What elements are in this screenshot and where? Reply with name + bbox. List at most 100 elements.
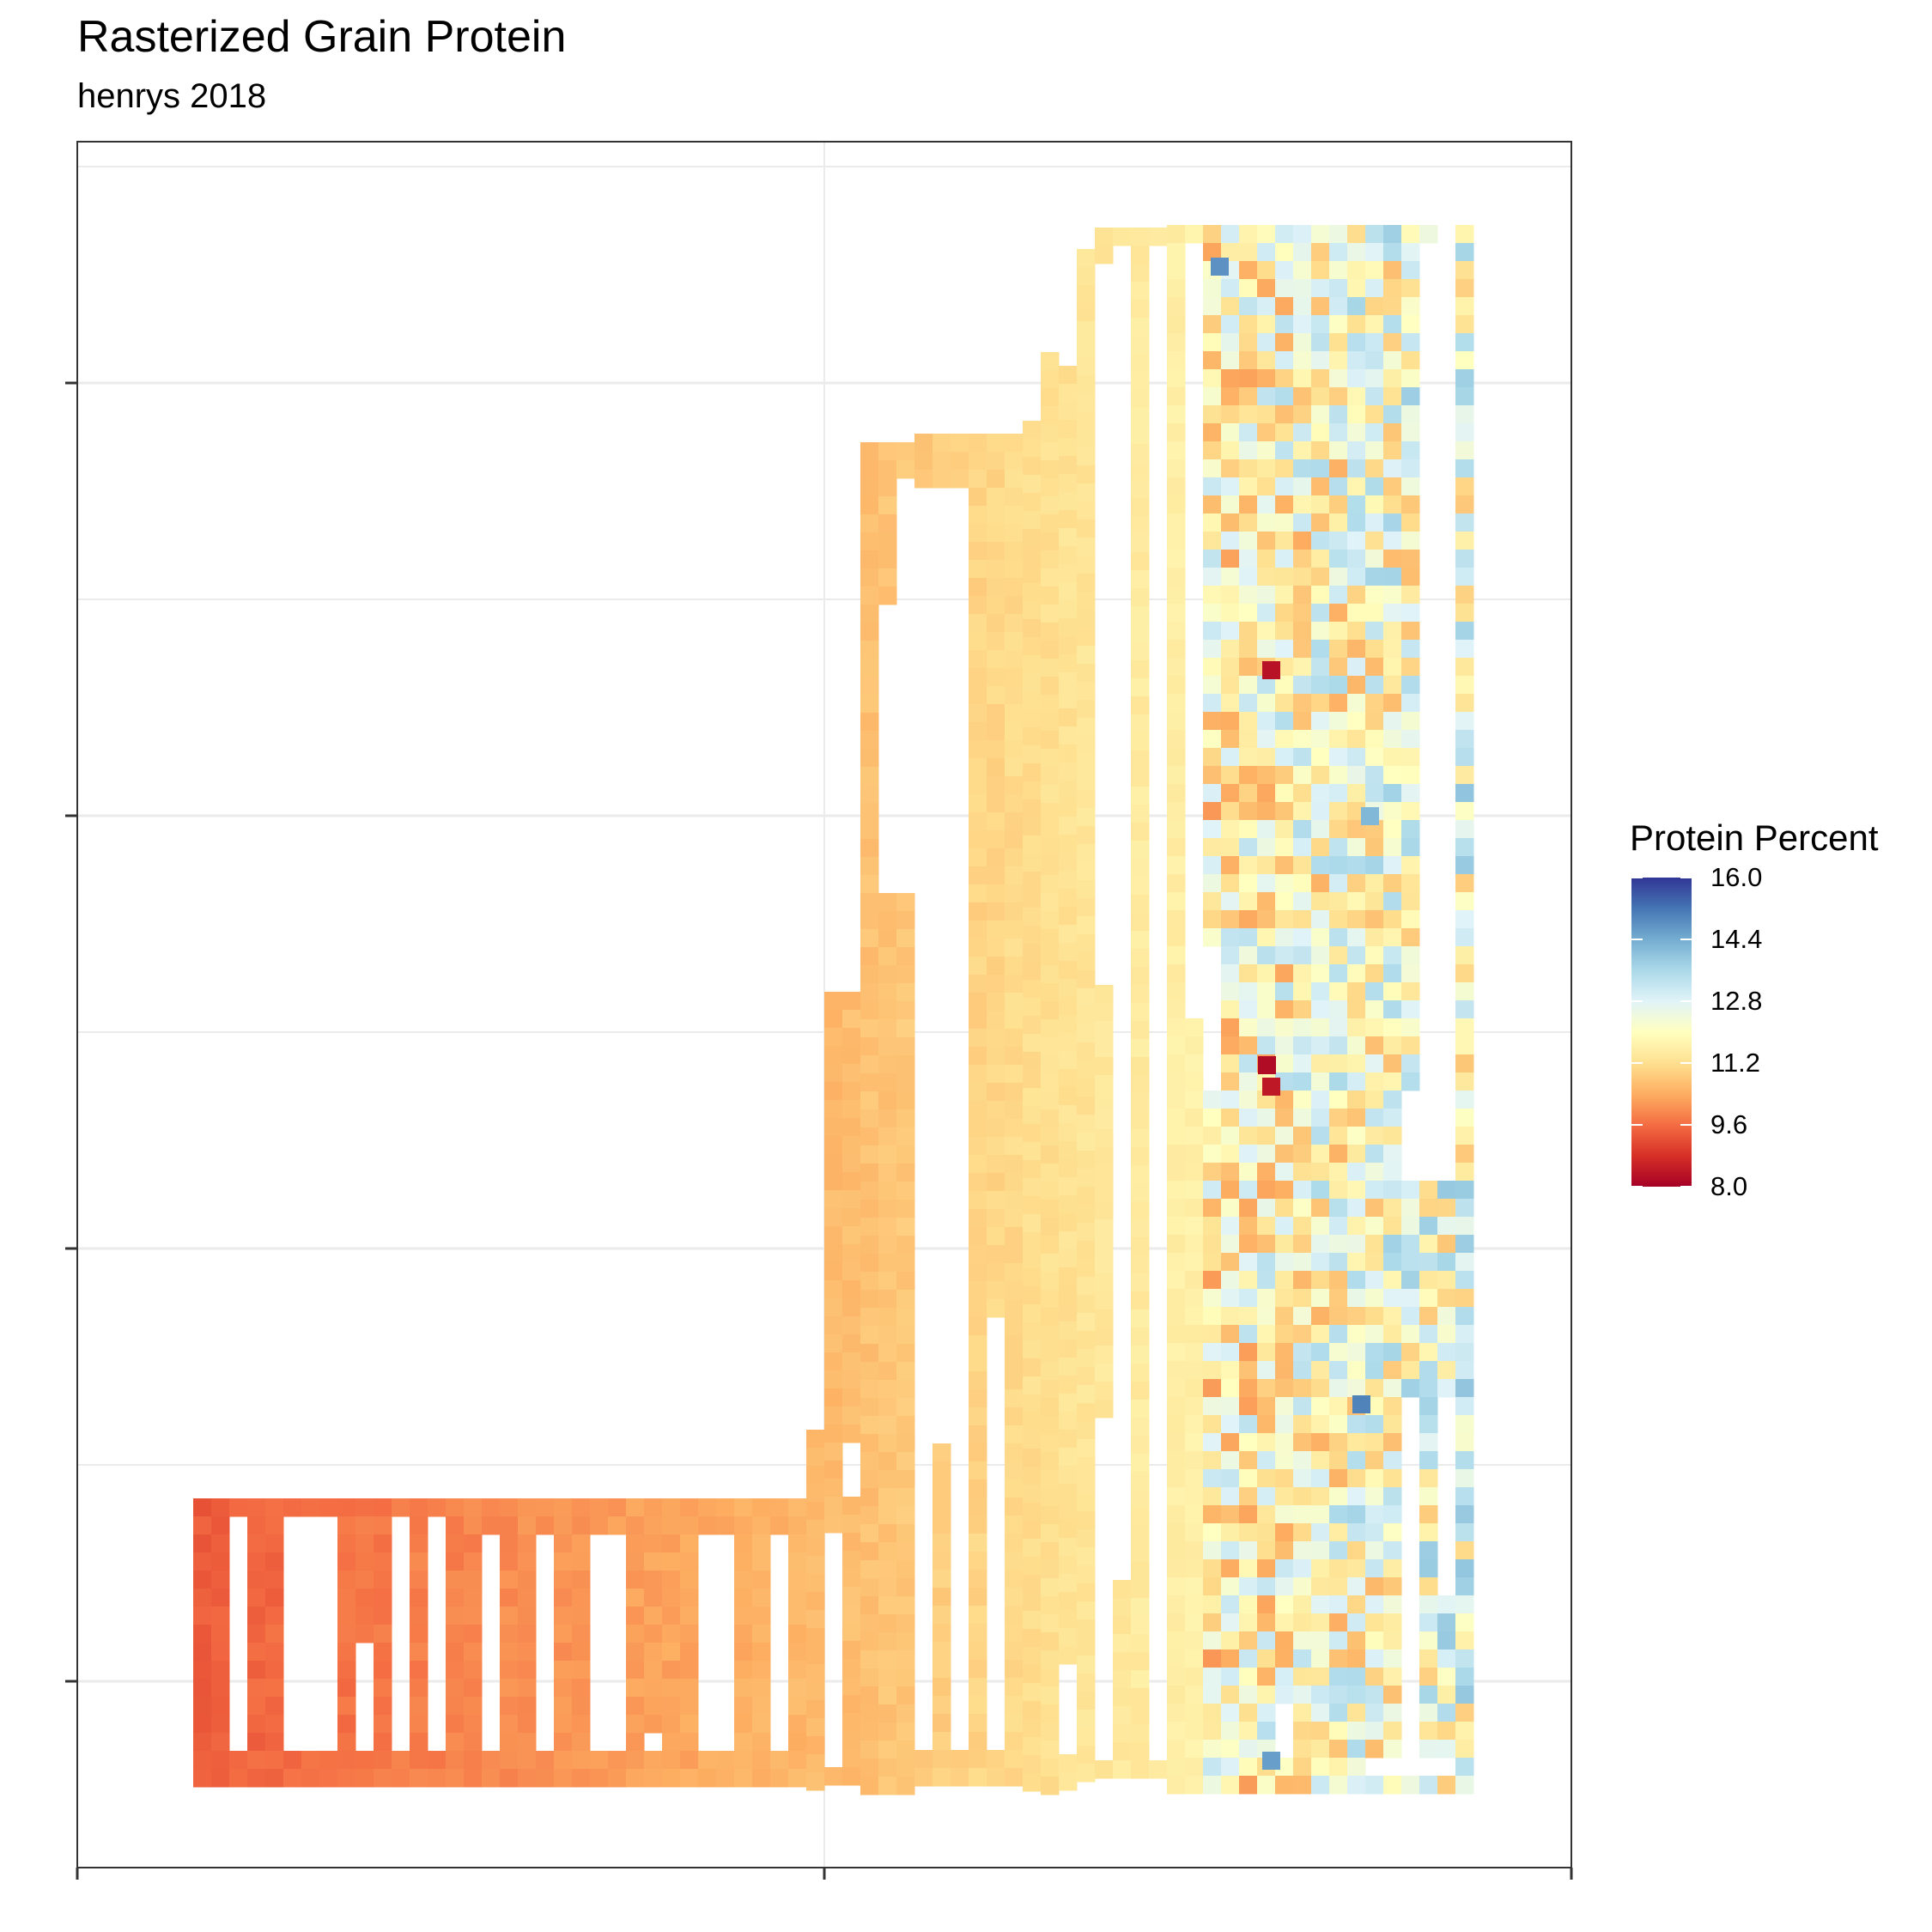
raster-cell [1383, 1668, 1402, 1686]
raster-cell [1329, 1541, 1348, 1560]
raster-cell [518, 1733, 537, 1752]
raster-cell [1275, 1577, 1294, 1596]
raster-cell [1203, 1577, 1222, 1596]
raster-cell [987, 957, 1005, 975]
raster-cell [626, 1571, 645, 1589]
hotspot-cell [1258, 1056, 1276, 1074]
raster-cell [1167, 297, 1186, 316]
raster-cell [1365, 1668, 1384, 1686]
raster-cell [1059, 456, 1078, 475]
raster-cell [1041, 767, 1060, 786]
raster-cell [1419, 1686, 1438, 1704]
raster-cell [1311, 1379, 1330, 1398]
raster-cell [896, 1777, 915, 1795]
raster-cell [1059, 1231, 1078, 1250]
raster-cell [896, 947, 915, 966]
raster-cell [896, 1001, 915, 1020]
raster-cell [1167, 1181, 1186, 1200]
raster-cell [554, 1552, 573, 1571]
raster-cell [1167, 1559, 1186, 1578]
raster-cell [644, 1607, 663, 1625]
raster-cell [1275, 1631, 1294, 1650]
raster-cell [878, 1434, 897, 1453]
raster-cell [842, 1587, 861, 1606]
raster-cell [1329, 495, 1348, 514]
raster-cell [1455, 1036, 1474, 1055]
raster-cell [987, 1209, 1005, 1228]
raster-cell [1221, 1289, 1240, 1308]
raster-cell [1077, 574, 1096, 592]
raster-cell [1293, 640, 1312, 659]
raster-cell [860, 586, 879, 605]
raster-cell [1005, 740, 1024, 759]
raster-cell [1005, 975, 1024, 993]
raster-cell [1401, 856, 1420, 875]
raster-cell [1167, 604, 1186, 623]
raster-cell [1077, 483, 1096, 502]
raster-cell [1203, 1595, 1222, 1614]
raster-cell [1383, 1613, 1402, 1632]
raster-cell [824, 1046, 843, 1065]
raster-cell [1059, 1195, 1078, 1214]
raster-cell [1293, 1127, 1312, 1145]
raster-cell [1257, 640, 1276, 659]
raster-cell [752, 1516, 771, 1535]
raster-cell [969, 794, 987, 813]
raster-cell [1005, 758, 1024, 777]
raster-cell [878, 1398, 897, 1417]
raster-cell [1185, 1722, 1204, 1741]
raster-cell [1113, 1760, 1132, 1779]
raster-cell [1383, 928, 1402, 947]
raster-cell [878, 1055, 897, 1074]
raster-cell [1383, 838, 1402, 857]
raster-cell [1455, 946, 1474, 965]
raster-cell [1347, 1433, 1366, 1452]
raster-cell [500, 1534, 519, 1553]
raster-cell [1059, 835, 1078, 854]
raster-cell [1329, 1000, 1348, 1019]
raster-cell [1095, 1346, 1114, 1364]
raster-cell [410, 1697, 428, 1716]
raster-cell [987, 578, 1005, 597]
raster-cell [644, 1715, 663, 1734]
raster-cell [1239, 658, 1258, 677]
raster-cell [500, 1589, 519, 1607]
raster-cell [1365, 1595, 1384, 1614]
raster-cell [1401, 1361, 1420, 1380]
raster-cell [1005, 704, 1024, 723]
raster-cell [1365, 1541, 1384, 1560]
raster-cell [1023, 908, 1042, 927]
raster-cell [1203, 676, 1222, 695]
raster-cell [1257, 1415, 1276, 1434]
raster-cell [860, 1741, 879, 1759]
raster-cell [896, 1019, 915, 1038]
raster-cell [1203, 513, 1222, 532]
raster-cell [1329, 315, 1348, 334]
raster-cell [1293, 261, 1312, 280]
raster-cell [1203, 1523, 1222, 1542]
raster-cell [1041, 965, 1060, 984]
raster-cell [878, 442, 897, 461]
raster-cell [1383, 892, 1402, 911]
raster-cell [860, 839, 879, 858]
raster-cell [1221, 1668, 1240, 1686]
raster-cell [1203, 1325, 1222, 1344]
raster-cell [1185, 1704, 1204, 1722]
raster-cell [969, 560, 987, 579]
raster-cell [662, 1661, 681, 1680]
raster-cell [374, 1607, 392, 1625]
raster-cell [1455, 1397, 1474, 1416]
raster-cell [1077, 808, 1096, 827]
raster-cell [1275, 712, 1294, 731]
raster-cell [824, 1010, 843, 1029]
raster-cell [1185, 1036, 1204, 1055]
raster-cell [1293, 369, 1312, 388]
raster-cell [1275, 1289, 1294, 1308]
raster-cell [1401, 568, 1420, 586]
raster-cell [896, 1362, 915, 1381]
raster-cell [1437, 1740, 1456, 1759]
raster-cell [1059, 1177, 1078, 1196]
raster-cell [878, 1777, 897, 1795]
raster-cell [1005, 1407, 1024, 1426]
raster-cell [1437, 1181, 1456, 1200]
